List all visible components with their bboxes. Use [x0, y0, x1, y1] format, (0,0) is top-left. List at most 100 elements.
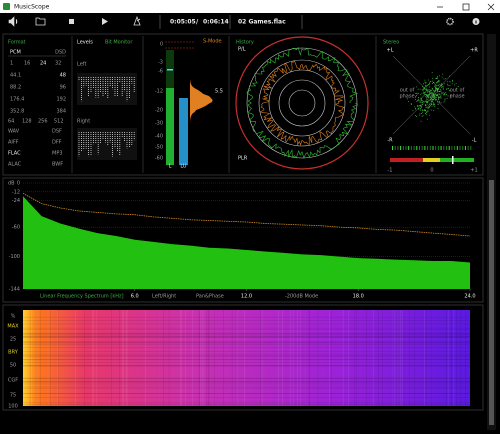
scatter-dot	[432, 97, 434, 98]
label: WAV	[8, 129, 20, 135]
spectrogram-texture	[366, 310, 367, 406]
y-tick-label: -144	[9, 287, 20, 293]
spectrogram-texture	[185, 310, 186, 406]
meter-scale: 0	[160, 42, 163, 48]
scatter-dot	[457, 86, 459, 87]
scatter-dot	[426, 106, 428, 108]
scatter-dot	[430, 101, 432, 103]
spectrogram-texture	[71, 310, 72, 406]
open-button[interactable]	[35, 17, 46, 26]
scatter-dot	[425, 94, 426, 95]
scatter-dot	[423, 88, 424, 90]
spectrogram-texture	[201, 310, 203, 406]
stop-button[interactable]	[69, 19, 74, 24]
spectrogram-texture	[317, 310, 319, 406]
scatter-dot	[424, 92, 425, 93]
label: 1	[10, 61, 13, 67]
scatter-dot	[427, 110, 429, 112]
scatter-dot	[429, 93, 431, 94]
label: phase	[449, 94, 464, 100]
label: 128	[22, 119, 32, 125]
mode-button: Pan&Phase	[196, 294, 224, 300]
scatter-dot	[415, 99, 416, 100]
spectrogram-label: BRY	[8, 350, 19, 356]
phase-tick	[448, 146, 450, 150]
spectrogram-texture	[58, 310, 59, 406]
spectrogram-texture	[180, 310, 181, 406]
scatter-dot	[432, 80, 433, 82]
panel-title: History	[236, 40, 254, 46]
scatter-dot	[431, 91, 433, 93]
volume-button[interactable]	[8, 16, 18, 27]
scatter-dot	[429, 98, 431, 100]
label: P/L	[238, 47, 246, 53]
scatter-dot	[425, 106, 427, 108]
scatter-dot	[436, 96, 438, 98]
correlation-marker	[452, 156, 454, 164]
scatter-dot	[425, 88, 427, 90]
label: DSF	[52, 129, 62, 135]
spectrogram-texture	[392, 310, 394, 406]
spectrogram-texture	[159, 310, 160, 406]
scatter-dot	[454, 84, 455, 86]
scatter-dot	[424, 109, 426, 110]
mode-button: Linear Frequency Spectrum [kHz]	[40, 294, 124, 300]
spectrogram-texture	[23, 356, 470, 357]
spectrogram-texture	[261, 310, 263, 406]
scatter-dot	[427, 108, 429, 109]
phase-tick	[467, 146, 469, 150]
scatter-dot	[427, 90, 429, 92]
correlation-neg	[390, 158, 423, 162]
scatter-dot	[415, 108, 417, 109]
phase-tick	[424, 146, 426, 150]
spectrogram	[23, 310, 470, 406]
spectrogram-texture	[145, 310, 146, 406]
metronome-button[interactable]	[133, 15, 141, 26]
spectrogram-texture	[456, 310, 457, 406]
scatter-dot	[452, 79, 453, 81]
spectrogram-texture	[304, 310, 306, 406]
scatter-dot	[429, 100, 431, 101]
spectrogram-texture	[31, 310, 32, 406]
spectrogram-label: %	[11, 314, 16, 320]
maximize[interactable]	[462, 3, 470, 11]
scatter-dot	[432, 99, 434, 101]
scatter-dot	[422, 104, 423, 105]
spectrogram-label: 25	[10, 337, 16, 343]
scatter-dot	[447, 85, 449, 86]
spectrogram-texture	[23, 381, 470, 383]
scrollbar-thumb[interactable]	[489, 180, 494, 425]
scatter-dot	[439, 80, 440, 82]
spectrogram-texture	[206, 310, 208, 406]
settings-button[interactable]	[446, 17, 454, 26]
label: 32	[55, 61, 61, 67]
label: 256	[38, 119, 48, 125]
spectrogram-texture	[35, 310, 37, 406]
scatter-dot	[449, 84, 451, 86]
scatter-dot	[429, 89, 431, 91]
info-glyph	[475, 20, 477, 24]
scatter-dot	[429, 93, 430, 95]
scatter-dot	[426, 102, 428, 104]
scatter-dot	[446, 98, 448, 99]
scatter-dot	[437, 108, 439, 109]
scatter-dot	[429, 81, 431, 83]
scatter-dot	[442, 88, 444, 90]
history-ring	[235, 36, 369, 170]
stereo-axes	[392, 55, 471, 135]
scatter-dot	[434, 93, 436, 94]
scatter-dot	[429, 106, 431, 107]
spectrogram-texture	[430, 310, 432, 406]
scatter-dot	[433, 97, 435, 99]
scatter-dot	[423, 95, 425, 97]
spectrogram-texture	[447, 310, 449, 406]
spectrum-panel	[2, 177, 484, 303]
spectrogram-texture	[29, 310, 31, 406]
close[interactable]	[487, 3, 495, 11]
scatter-dot	[415, 93, 417, 94]
scatter-dot	[434, 90, 436, 91]
play-button[interactable]	[102, 18, 108, 25]
scatter-dot	[434, 96, 436, 97]
spectrogram-texture	[23, 380, 470, 382]
scatter-dot	[449, 95, 451, 97]
